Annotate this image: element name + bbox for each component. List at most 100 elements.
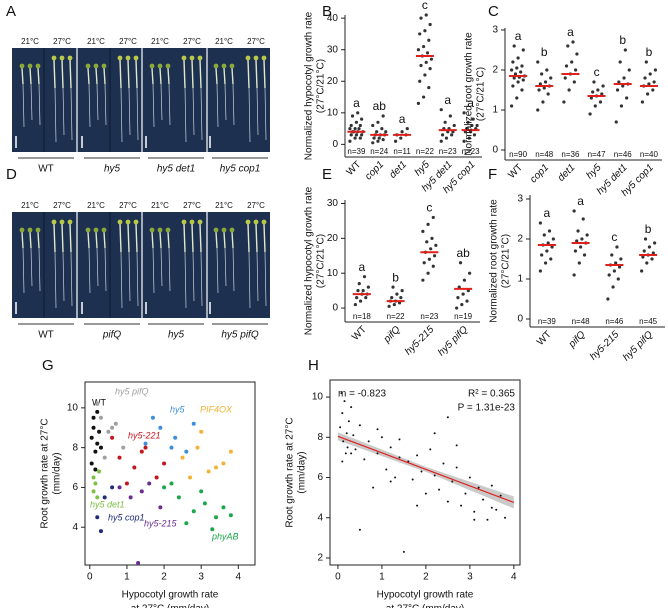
data-point [468,476,471,479]
cotyledon [157,63,163,69]
data-point [563,76,567,80]
data-point [562,100,566,104]
data-point [422,95,426,99]
data-point [611,285,615,289]
data-point [356,289,360,293]
data-point [400,289,404,293]
seedling-root [184,251,187,309]
temperature-label: 27°C [53,37,71,46]
data-point [429,247,433,251]
data-point [371,123,375,128]
data-point [390,296,394,300]
data-point [460,504,463,507]
data-point [538,221,542,225]
data-point [446,500,449,503]
seedling-root [120,87,123,143]
data-point [356,111,360,115]
data-point [509,68,514,72]
data-point [376,428,379,431]
data-point [473,518,476,521]
y-tick-label: 8 [317,432,323,443]
cotyledon [189,55,195,61]
genotype-label: hy5 [168,330,185,341]
data-point [428,67,432,71]
data-point [91,475,96,480]
data-point [596,88,600,92]
data-point [549,76,553,80]
seedling-root [152,247,155,294]
data-point [348,127,352,131]
seedling-root [104,83,107,126]
n-label: n=22 [416,147,435,156]
data-point [423,29,427,33]
seedling-root [224,247,227,287]
x-axis-label: Hypocotyl growth rate [122,590,219,601]
cotyledon [149,227,155,233]
data-point [572,209,576,213]
data-point [93,467,98,472]
data-point [647,245,652,249]
data-point [102,495,107,500]
x-tick-label: WT [345,159,364,178]
data-point [619,257,623,261]
y-axis-label: Normalized hypocotyl growth rate [304,11,315,160]
data-point [89,435,94,440]
data-point [339,426,342,429]
cotyledon [101,227,107,233]
x-tick-label: pifQ [381,324,403,346]
data-point [117,485,122,490]
data-point [600,92,604,96]
cotyledon [101,63,107,69]
seedling-hypocotyl [135,59,138,89]
data-point [421,278,425,282]
temperature-label: 21°C [21,37,39,46]
data-point [423,73,427,77]
seedling-hypocotyl [151,231,154,249]
data-point [214,515,219,520]
x-tick-label: hy5-215 [403,324,437,358]
y-axis-label: Normalized root growth rate [489,199,500,323]
data-point [184,521,189,526]
data-point [346,446,349,449]
seedling-root [54,251,57,309]
seedling-root [160,83,163,121]
y-axis-label: Root growth rate at 27°C [40,418,51,528]
data-point [360,117,364,121]
y-tick-label: 30 [327,44,339,55]
seedling-root [88,247,91,294]
cotyledon [19,227,25,233]
data-point [576,229,580,233]
data-point [354,133,359,137]
data-point [91,489,96,494]
seedling-hypocotyl [183,59,186,89]
data-point [376,120,380,124]
data-point [121,445,126,450]
data-point [467,136,471,140]
cotyledon [165,63,171,69]
data-point [199,489,204,494]
n-label: n=46 [614,150,633,159]
y-axis-label: Normalized root growth rate [464,32,475,156]
seedling-hypocotyl [95,67,98,85]
x-tick-label: 1 [124,572,130,583]
temperature-label: 27°C [247,201,265,210]
seedling-root [22,247,25,294]
data-point [455,444,458,447]
data-point [581,217,585,221]
data-point [521,78,525,82]
data-point [416,101,421,105]
data-point [419,63,423,68]
cotyledon [197,219,203,225]
y-tick-label: 20 [327,233,339,244]
data-point [471,117,475,121]
data-point [128,495,133,500]
seedling-root [216,83,219,128]
data-point [95,401,100,406]
cotyledon [253,55,259,61]
temperature-label: 27°C [247,37,265,46]
y-axis-label: (mm/day) [52,452,63,494]
seedling-hypocotyl [199,59,202,89]
legend-label: hy5 cop1 [108,512,145,522]
y-tick-label: 10 [327,107,339,118]
data-point [345,432,348,435]
